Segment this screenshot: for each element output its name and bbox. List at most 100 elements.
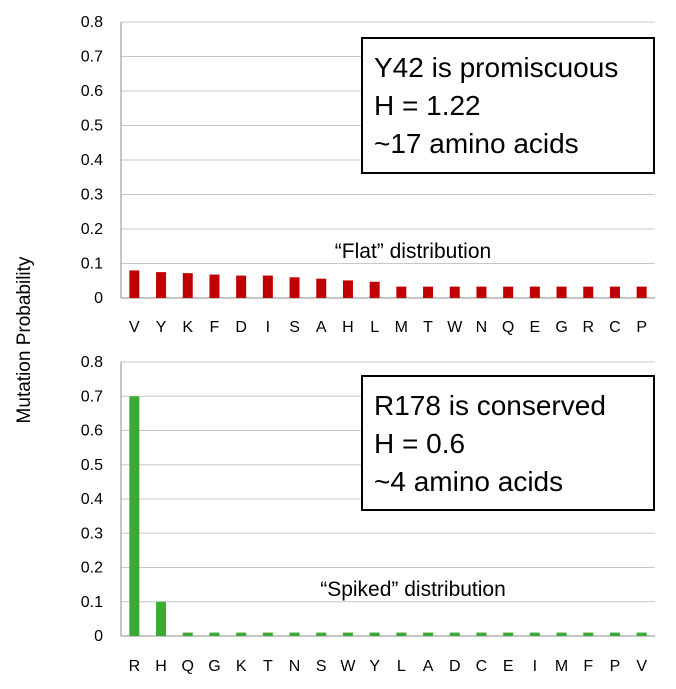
x-tick-label: C [609,319,621,336]
bar [423,286,434,298]
bar [209,274,220,298]
bar [129,270,140,298]
x-tick-label: P [636,319,647,336]
y-tick-label: 0.5 [81,118,103,135]
bar [556,632,567,636]
bar [583,286,594,298]
bar [156,601,167,636]
bar [182,273,193,298]
bar [262,632,273,636]
y-tick-label: 0.3 [81,187,103,204]
y-tick-label: 0.4 [81,491,103,508]
x-tick-label: F [583,658,593,675]
y-tick-label: 0.3 [81,525,103,542]
x-tick-label: F [210,319,220,336]
bar [262,275,273,298]
bar [609,286,620,298]
bar [476,286,487,298]
info-box-line: H = 0.6 [374,428,465,459]
x-tick-label: R [129,658,141,675]
distribution-annotation: “Spiked” distribution [320,578,506,601]
x-tick-label: L [397,658,406,675]
x-tick-label: N [289,658,301,675]
x-tick-label: R [582,319,594,336]
x-tick-label: T [263,658,273,675]
x-tick-label: I [533,658,537,675]
x-tick-label: C [476,658,488,675]
bar [182,632,193,636]
bar [369,281,380,298]
y-tick-label: 0.2 [81,221,103,238]
bar [316,632,327,636]
x-tick-label: Y [369,658,380,675]
y-tick-label: 0.1 [81,256,103,273]
bar [423,632,434,636]
info-box-line: R178 is conserved [374,390,606,421]
bar [636,632,647,636]
x-tick-label: M [555,658,568,675]
x-tick-label: Q [182,658,194,675]
bar [396,632,407,636]
y-tick-label: 0.8 [81,354,103,371]
distribution-annotation: “Flat” distribution [335,240,491,263]
panel-top: 0 0.1 0.2 0.3 0.4 0.5 0.6 0.7 0.8 V Y K F D I S A H L M T W N Q… [81,14,655,336]
info-box-line: ~17 amino acids [374,128,579,159]
bar [529,632,540,636]
x-tick-label: H [342,319,354,336]
x-tick-label: D [235,319,247,336]
y-tick-label: 0.5 [81,457,103,474]
bar [369,632,380,636]
x-tick-label: E [503,658,514,675]
x-tick-label: G [555,319,567,336]
y-tick-label: 0.4 [81,152,103,169]
y-tick-label: 0.6 [81,423,103,440]
y-tick-label: 0.1 [81,594,103,611]
x-tick-label: A [316,319,327,336]
bar [529,286,540,298]
bar [503,286,514,298]
x-tick-label: A [423,658,434,675]
x-tick-label: H [155,658,167,675]
bar [583,632,594,636]
bar [476,632,487,636]
bar [129,396,140,636]
x-tick-label: M [395,319,408,336]
x-tick-label: I [266,319,270,336]
x-tick-label: K [182,319,193,336]
x-tick-label: P [610,658,621,675]
y-tick-label: 0.7 [81,388,103,405]
y-axis-label: Mutation Probability [14,256,35,423]
y-tick-label: 0.8 [81,14,103,31]
x-tick-label: W [340,658,356,675]
info-box-line: Y42 is promiscuous [374,52,618,83]
x-tick-label: Y [156,319,167,336]
x-tick-label: V [636,658,647,675]
x-tick-label: S [289,319,300,336]
info-box [361,375,655,511]
bar [342,280,353,298]
x-tick-label: V [129,319,140,336]
y-tick-label: 0.6 [81,83,103,100]
bar [156,272,167,298]
bar [342,632,353,636]
bar [449,286,460,298]
y-tick-label: 0.7 [81,49,103,66]
bar [609,632,620,636]
x-tick-label: G [208,658,220,675]
bar [236,632,247,636]
y-tick-label: 0 [94,290,103,307]
y-tick-label: 0 [94,628,103,645]
x-tick-label: D [449,658,461,675]
x-tick-label: S [316,658,327,675]
info-box-line: H = 1.22 [374,90,481,121]
panel-bottom: 0 0.1 0.2 0.3 0.4 0.5 0.6 0.7 0.8 R H Q G K T N S W Y L A D C E… [81,354,655,675]
bar [556,286,567,298]
x-tick-label: W [447,319,463,336]
info-box [361,37,655,174]
y-tick-label: 0.2 [81,560,103,577]
bar [396,286,407,298]
bar [503,632,514,636]
x-tick-label: Q [502,319,514,336]
x-tick-label: K [236,658,247,675]
